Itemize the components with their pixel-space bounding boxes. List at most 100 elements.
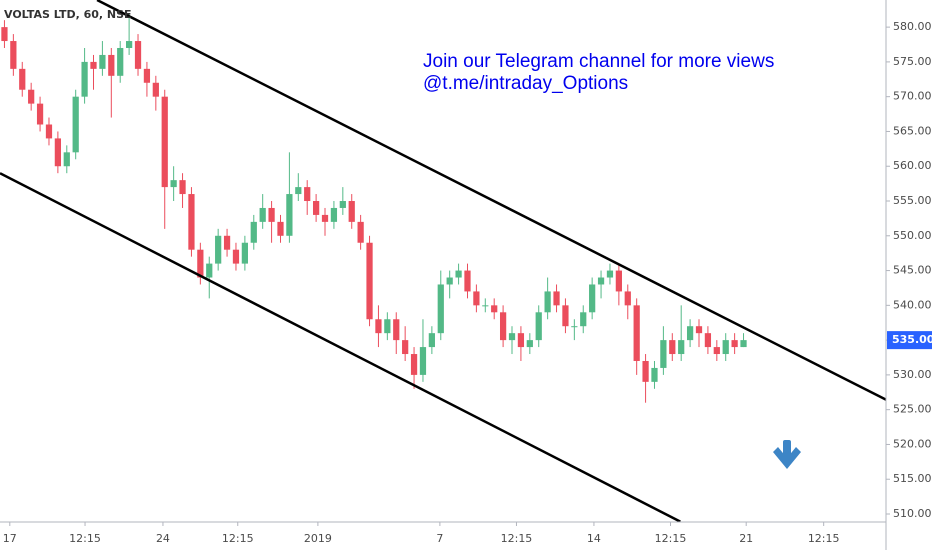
x-tick-label: 12:15 [222, 532, 254, 545]
trend-line [0, 172, 681, 522]
candle-body [464, 270, 471, 292]
candle-body [304, 187, 311, 202]
candle-body [348, 201, 355, 222]
y-tick-label: 525.00 [893, 403, 932, 416]
candle-body [393, 319, 400, 341]
candle-body [517, 333, 525, 348]
candle-body [108, 54, 115, 76]
candle-body [713, 347, 720, 355]
candle-body [28, 89, 35, 104]
candle-body [277, 221, 284, 236]
candle-body [651, 367, 658, 382]
x-tick-label: 12:15 [69, 532, 101, 545]
candle-body [99, 54, 106, 69]
x-tick-label: 24 [156, 532, 170, 545]
candle-body [259, 207, 266, 222]
candle-body [731, 340, 738, 348]
candle-body [686, 326, 694, 341]
candle-body [446, 277, 453, 285]
candle-body [215, 235, 222, 264]
candle-body [125, 41, 133, 48]
y-tick-label: 530.00 [893, 368, 932, 381]
down-arrow-icon [773, 440, 801, 469]
candle-body [161, 96, 168, 188]
candle-body [606, 270, 614, 278]
candle-body [580, 312, 587, 327]
chart-title: VOLTAS LTD, 60, NSE [4, 8, 132, 21]
candle-body [134, 41, 142, 69]
x-tick-label: 12:15 [501, 532, 533, 545]
y-tick-label: 540.00 [893, 298, 932, 311]
candle-body [437, 284, 444, 334]
x-tick-label: 21 [739, 532, 753, 545]
candle-body [321, 214, 329, 222]
candle-body [678, 340, 685, 355]
candle-body [410, 354, 418, 375]
candle-body [10, 41, 17, 69]
candle-body [695, 326, 703, 334]
candle-body [642, 360, 649, 382]
candle-body [268, 207, 275, 222]
candle-body [152, 82, 159, 97]
x-tick-label: 14 [587, 532, 601, 545]
y-tick-label: 510.00 [893, 507, 932, 520]
candle-body [206, 263, 213, 278]
candle-body [90, 61, 97, 69]
candle-body [589, 284, 596, 313]
candle-body [740, 340, 747, 348]
candle-body [170, 180, 177, 188]
y-tick-label: 545.00 [893, 264, 932, 277]
candle-body [535, 312, 542, 341]
candle-body [571, 326, 578, 328]
candle-body [45, 124, 53, 139]
candle-body [223, 235, 231, 250]
y-tick-label: 565.00 [893, 124, 932, 137]
annotation: Join our Telegram channel for more views [423, 51, 774, 72]
candle-body [36, 103, 44, 125]
candle-body [499, 312, 507, 341]
candle-body [482, 305, 489, 307]
candle-body [375, 319, 382, 334]
candle-body [179, 180, 186, 195]
candle-body [188, 194, 195, 250]
x-tick-label: 12:15 [808, 532, 840, 545]
candle-body [357, 221, 364, 243]
y-tick-label: 575.00 [893, 55, 932, 68]
candle-body [143, 68, 151, 83]
candle-body [402, 340, 409, 355]
candle-body [197, 249, 204, 278]
candle-body [722, 340, 729, 355]
candle-body [63, 152, 70, 167]
x-tick-label: 2019 [304, 532, 332, 545]
last-price-box [887, 331, 932, 350]
candle-body [455, 270, 462, 278]
last-price-label: 535.00 [892, 333, 932, 346]
candle-body [553, 291, 560, 306]
candle-body [669, 340, 676, 355]
candle-body [295, 187, 302, 195]
y-tick-label: 580.00 [893, 20, 932, 33]
annotation: @t.me/intraday_Options [423, 73, 628, 94]
candle-body [330, 207, 338, 222]
candle-body [241, 242, 248, 264]
y-tick-label: 550.00 [893, 229, 932, 242]
candle-body [562, 305, 569, 327]
x-tick-label: 7 [436, 532, 443, 545]
candle-body [473, 291, 480, 306]
candle-body [508, 333, 516, 341]
candle-body [704, 333, 712, 348]
trend-line [96, 0, 886, 402]
candle-body [526, 340, 533, 348]
candle-body [419, 347, 427, 375]
candle-body [615, 270, 622, 292]
candle-body [232, 249, 240, 264]
candle-body [19, 68, 26, 90]
x-tick-label: 12:15 [655, 532, 687, 545]
candle-body [633, 305, 640, 361]
candle-body [54, 138, 61, 167]
candle-body [1, 27, 8, 42]
y-tick-label: 570.00 [893, 90, 932, 103]
candle-body [384, 319, 391, 334]
candle-body [72, 96, 79, 153]
